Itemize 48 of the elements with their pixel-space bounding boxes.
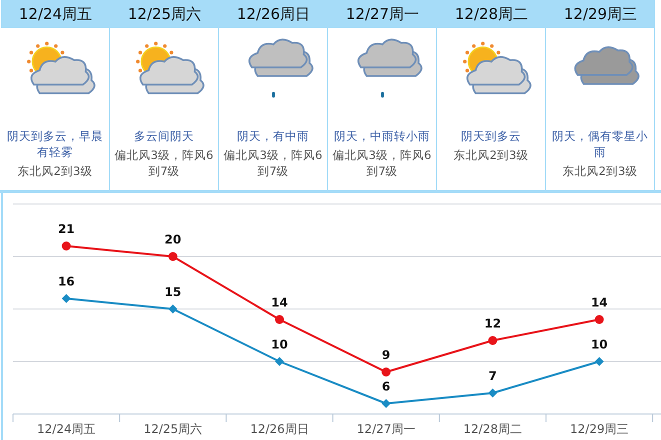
- point: [168, 304, 178, 314]
- category-label: 12/29周三: [546, 0, 655, 28]
- text: 东北风2到3级: [452, 147, 530, 163]
- x-tick-label: 12/28周二: [463, 422, 522, 436]
- text: 多云间阴天: [133, 128, 195, 144]
- text: 阴天，有中雨: [236, 128, 310, 144]
- point: [62, 242, 71, 250]
- point: [594, 357, 604, 366]
- text: 东北风2到3级: [562, 163, 638, 179]
- category-label: 12/25周六: [110, 0, 219, 28]
- data-label: 20: [164, 232, 182, 246]
- category-label: 12/24周五: [1, 0, 110, 28]
- data-label: 21: [58, 222, 75, 236]
- point: [382, 368, 391, 376]
- text: 偏北风3级，阵风6到7级: [222, 147, 324, 179]
- data-label: 6: [382, 380, 390, 394]
- text: 阴天到多云，早晨有轻雾: [6, 128, 104, 160]
- data-label: 9: [382, 348, 390, 362]
- point: [594, 315, 604, 324]
- data-label: 15: [164, 285, 182, 299]
- x-tick-label: 12/29周三: [570, 422, 629, 436]
- data-label: 10: [271, 338, 288, 352]
- data-label: 14: [271, 296, 288, 310]
- x-tick-label: 12/27周一: [356, 422, 416, 436]
- text: 东北风2到3级: [16, 163, 94, 179]
- point: [488, 388, 498, 398]
- text: 偏北风3级，阵风6到7级: [114, 147, 214, 179]
- point: [275, 315, 284, 324]
- text: 阴天到多云: [460, 128, 522, 144]
- x-tick-label: 12/26周日: [250, 422, 309, 436]
- point: [168, 252, 178, 261]
- text: 阴天，中雨转小雨: [333, 128, 431, 144]
- point: [275, 357, 284, 366]
- x-tick-label: 12/25周六: [144, 422, 202, 436]
- data-label: 12: [484, 316, 502, 330]
- data-label: 14: [590, 296, 608, 310]
- text: 偏北风3级，阵风6到7级: [332, 147, 432, 179]
- data-label: 10: [590, 338, 608, 352]
- category-label: 12/28周二: [437, 0, 546, 28]
- text: 阴天，偶有零星小雨: [551, 128, 649, 160]
- data-label: 16: [58, 274, 75, 288]
- point: [62, 294, 71, 303]
- x-tick-label: 12/24周五: [37, 422, 96, 436]
- data-label: 7: [488, 369, 497, 383]
- category-label: 12/27周一: [328, 0, 437, 28]
- category-label: 12/26周日: [219, 0, 328, 28]
- point: [382, 399, 391, 408]
- point: [488, 336, 498, 345]
